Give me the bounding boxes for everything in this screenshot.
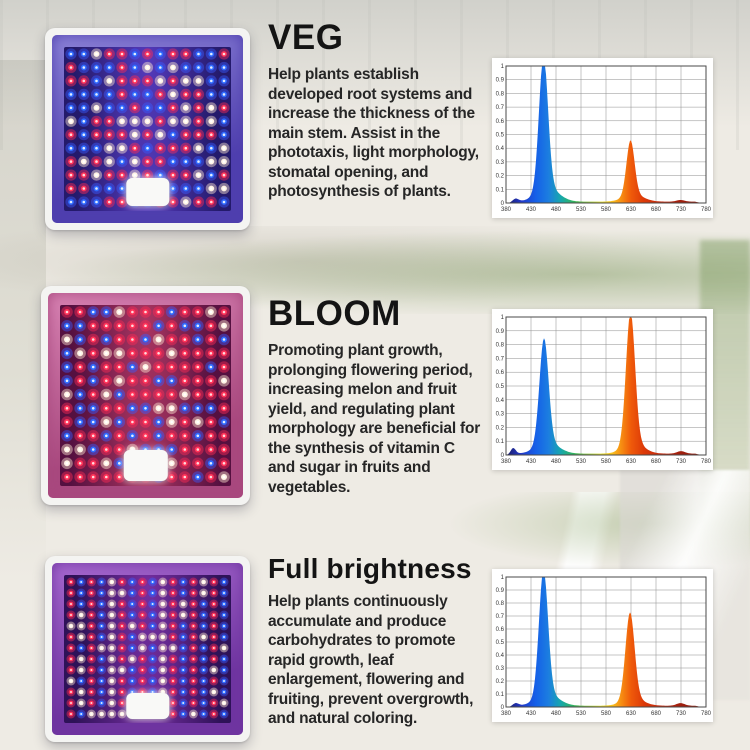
svg-text:380: 380 bbox=[501, 207, 512, 213]
svg-text:430: 430 bbox=[526, 207, 537, 213]
svg-text:380: 380 bbox=[501, 459, 512, 465]
svg-text:0.6: 0.6 bbox=[496, 370, 505, 376]
svg-text:1: 1 bbox=[501, 575, 505, 581]
svg-text:0.1: 0.1 bbox=[496, 187, 505, 193]
svg-text:0.3: 0.3 bbox=[496, 412, 505, 418]
section-title-veg: VEG bbox=[268, 18, 344, 57]
svg-text:0.7: 0.7 bbox=[496, 356, 505, 362]
svg-text:480: 480 bbox=[551, 711, 562, 717]
svg-text:0: 0 bbox=[501, 453, 505, 459]
svg-text:0.9: 0.9 bbox=[496, 588, 505, 594]
svg-text:680: 680 bbox=[651, 459, 662, 465]
svg-text:480: 480 bbox=[551, 459, 562, 465]
svg-text:0.7: 0.7 bbox=[496, 105, 505, 111]
svg-text:1: 1 bbox=[501, 315, 505, 321]
svg-text:0.5: 0.5 bbox=[496, 384, 505, 390]
spectrum-chart-veg: 0 0.1 0.2 0.3 0.4 0.5 0.6 0.7 0.8 0.9 1 380 430 480 53… bbox=[492, 58, 713, 218]
svg-text:0.7: 0.7 bbox=[496, 614, 505, 620]
svg-text:1: 1 bbox=[501, 64, 505, 70]
svg-text:0: 0 bbox=[501, 201, 505, 207]
section-description-veg: Help plants establish developed root sys… bbox=[268, 66, 479, 201]
svg-text:0.6: 0.6 bbox=[496, 627, 505, 633]
svg-text:0.4: 0.4 bbox=[496, 146, 505, 152]
svg-text:0.4: 0.4 bbox=[496, 653, 505, 659]
svg-text:0.5: 0.5 bbox=[496, 640, 505, 646]
svg-text:580: 580 bbox=[601, 459, 612, 465]
section-title-bloom: BLOOM bbox=[268, 294, 401, 333]
svg-text:580: 580 bbox=[601, 711, 612, 717]
section-title-full-brightness: Full brightness bbox=[268, 553, 472, 584]
svg-text:0.4: 0.4 bbox=[496, 398, 505, 404]
svg-text:430: 430 bbox=[526, 459, 537, 465]
svg-text:780: 780 bbox=[701, 711, 712, 717]
grow-light-panel-bloom bbox=[41, 286, 250, 505]
panel-bezel bbox=[48, 293, 243, 498]
svg-text:380: 380 bbox=[501, 711, 512, 717]
spectrum-chart-bloom: 0 0.1 0.2 0.3 0.4 0.5 0.6 0.7 0.8 0.9 1 380 430 480 53… bbox=[492, 309, 713, 470]
svg-text:0.2: 0.2 bbox=[496, 679, 505, 685]
svg-text:630: 630 bbox=[626, 207, 637, 213]
section-description-full-brightness: Help plants continuously accumulate and … bbox=[268, 593, 474, 728]
led-board bbox=[60, 305, 231, 486]
svg-text:680: 680 bbox=[651, 207, 662, 213]
panel-driver-box bbox=[123, 449, 168, 481]
svg-text:530: 530 bbox=[576, 711, 587, 717]
svg-text:0.1: 0.1 bbox=[496, 692, 505, 698]
svg-text:680: 680 bbox=[651, 711, 662, 717]
svg-text:480: 480 bbox=[551, 207, 562, 213]
svg-text:630: 630 bbox=[626, 459, 637, 465]
section-description-bloom: Promoting plant growth, prolonging flowe… bbox=[268, 342, 481, 496]
svg-text:430: 430 bbox=[526, 711, 537, 717]
panel-driver-box bbox=[125, 178, 170, 207]
svg-text:730: 730 bbox=[676, 711, 687, 717]
svg-text:0.9: 0.9 bbox=[496, 329, 505, 335]
svg-text:0.8: 0.8 bbox=[496, 601, 505, 607]
grow-light-panel-full-brightness bbox=[45, 556, 250, 742]
panel-driver-box bbox=[125, 693, 170, 719]
led-board bbox=[64, 575, 231, 723]
svg-text:780: 780 bbox=[701, 459, 712, 465]
svg-text:0.6: 0.6 bbox=[496, 119, 505, 125]
spectrum-chart-full-brightness: 0 0.1 0.2 0.3 0.4 0.5 0.6 0.7 0.8 0.9 1 380 430 480 53… bbox=[492, 569, 713, 722]
panel-bezel bbox=[52, 35, 243, 223]
svg-text:0.2: 0.2 bbox=[496, 174, 505, 180]
svg-text:0.1: 0.1 bbox=[496, 439, 505, 445]
svg-text:530: 530 bbox=[576, 459, 587, 465]
svg-text:530: 530 bbox=[576, 207, 587, 213]
svg-text:0.2: 0.2 bbox=[496, 425, 505, 431]
svg-text:0.9: 0.9 bbox=[496, 78, 505, 84]
svg-text:0.3: 0.3 bbox=[496, 160, 505, 166]
svg-text:630: 630 bbox=[626, 711, 637, 717]
svg-text:780: 780 bbox=[701, 207, 712, 213]
svg-text:580: 580 bbox=[601, 207, 612, 213]
svg-text:0.8: 0.8 bbox=[496, 91, 505, 97]
svg-text:0.8: 0.8 bbox=[496, 343, 505, 349]
panel-bezel bbox=[52, 563, 243, 735]
svg-text:0.3: 0.3 bbox=[496, 666, 505, 672]
svg-text:0.5: 0.5 bbox=[496, 133, 505, 139]
led-board bbox=[64, 47, 231, 211]
svg-text:0: 0 bbox=[501, 705, 505, 711]
svg-text:730: 730 bbox=[676, 459, 687, 465]
background-left-structure bbox=[0, 60, 46, 580]
svg-text:730: 730 bbox=[676, 207, 687, 213]
grow-light-panel-veg bbox=[45, 28, 250, 230]
